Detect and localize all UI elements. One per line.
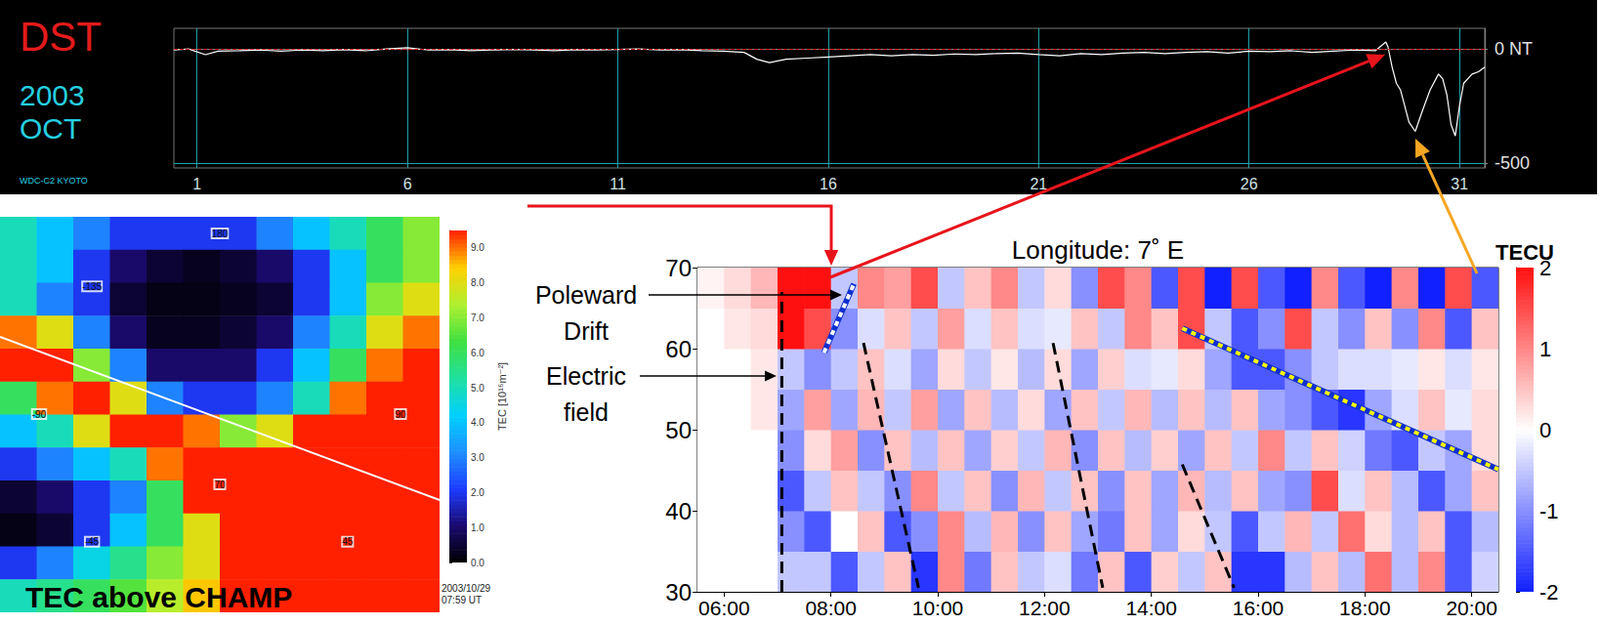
- svg-text:18:00: 18:00: [1339, 596, 1391, 620]
- svg-text:06:00: 06:00: [698, 596, 751, 620]
- svg-text:40: 40: [665, 498, 692, 525]
- svg-text:2003: 2003: [19, 79, 85, 112]
- svg-text:2: 2: [1539, 255, 1552, 280]
- svg-text:30: 30: [665, 579, 692, 606]
- svg-text:08:00: 08:00: [804, 596, 857, 620]
- svg-text:3.0: 3.0: [470, 452, 485, 464]
- svg-text:9.0: 9.0: [470, 242, 485, 253]
- svg-text:45: 45: [341, 536, 354, 548]
- svg-text:20:00: 20:00: [1445, 596, 1498, 620]
- svg-text:50: 50: [665, 417, 692, 444]
- svg-text:2003/10/29: 2003/10/29: [441, 583, 491, 594]
- svg-text:1.0: 1.0: [470, 522, 485, 534]
- svg-text:8.0: 8.0: [470, 277, 485, 289]
- svg-text:-500: -500: [1494, 153, 1530, 173]
- svg-text:1: 1: [1539, 336, 1552, 362]
- svg-text:70: 70: [213, 479, 226, 491]
- svg-text:5.0: 5.0: [470, 382, 485, 394]
- svg-text:0.0: 0.0: [470, 557, 485, 569]
- svg-text:4.0: 4.0: [470, 417, 485, 428]
- svg-text:field: field: [563, 398, 609, 426]
- svg-text:60: 60: [665, 336, 692, 363]
- svg-text:7.0: 7.0: [470, 312, 485, 324]
- svg-text:TECU: TECU: [1495, 240, 1555, 265]
- svg-text:1: 1: [192, 175, 202, 193]
- svg-text:-1: -1: [1539, 499, 1559, 524]
- svg-text:90: 90: [394, 409, 407, 421]
- svg-text:OCT: OCT: [19, 112, 82, 145]
- svg-text:-135: -135: [82, 281, 102, 293]
- svg-text:Poleward: Poleward: [535, 281, 637, 309]
- svg-text:21: 21: [1029, 175, 1048, 193]
- svg-text:70: 70: [665, 254, 692, 282]
- svg-text:10:00: 10:00: [912, 596, 965, 620]
- svg-text:-90: -90: [32, 409, 47, 421]
- svg-text:Drift: Drift: [563, 317, 609, 345]
- svg-text:Longitude: 7˚ E: Longitude: 7˚ E: [1011, 235, 1184, 265]
- svg-text:14:00: 14:00: [1125, 596, 1178, 620]
- svg-text:180: 180: [211, 228, 229, 240]
- svg-text:0: 0: [1539, 418, 1552, 443]
- svg-text:Electric: Electric: [546, 362, 627, 390]
- svg-text:WDC-C2 KYOTO: WDC-C2 KYOTO: [19, 175, 88, 186]
- svg-text:6: 6: [403, 175, 413, 193]
- svg-text:TEC [10¹⁶m⁻²]: TEC [10¹⁶m⁻²]: [496, 362, 508, 431]
- svg-text:31: 31: [1450, 175, 1469, 193]
- svg-text:12:00: 12:00: [1018, 596, 1071, 620]
- svg-text:26: 26: [1240, 175, 1259, 193]
- svg-text:6.0: 6.0: [470, 347, 485, 359]
- svg-text:16: 16: [819, 175, 838, 193]
- svg-text:2.0: 2.0: [470, 487, 485, 499]
- svg-text:07:59 UT: 07:59 UT: [441, 594, 482, 606]
- svg-text:0 NT: 0 NT: [1494, 39, 1533, 59]
- svg-text:-45: -45: [84, 536, 100, 548]
- svg-text:DST: DST: [19, 13, 102, 60]
- svg-text:TEC above CHAMP: TEC above CHAMP: [25, 581, 293, 614]
- svg-text:11: 11: [609, 175, 627, 193]
- svg-text:16:00: 16:00: [1232, 596, 1285, 620]
- svg-text:-2: -2: [1539, 580, 1559, 605]
